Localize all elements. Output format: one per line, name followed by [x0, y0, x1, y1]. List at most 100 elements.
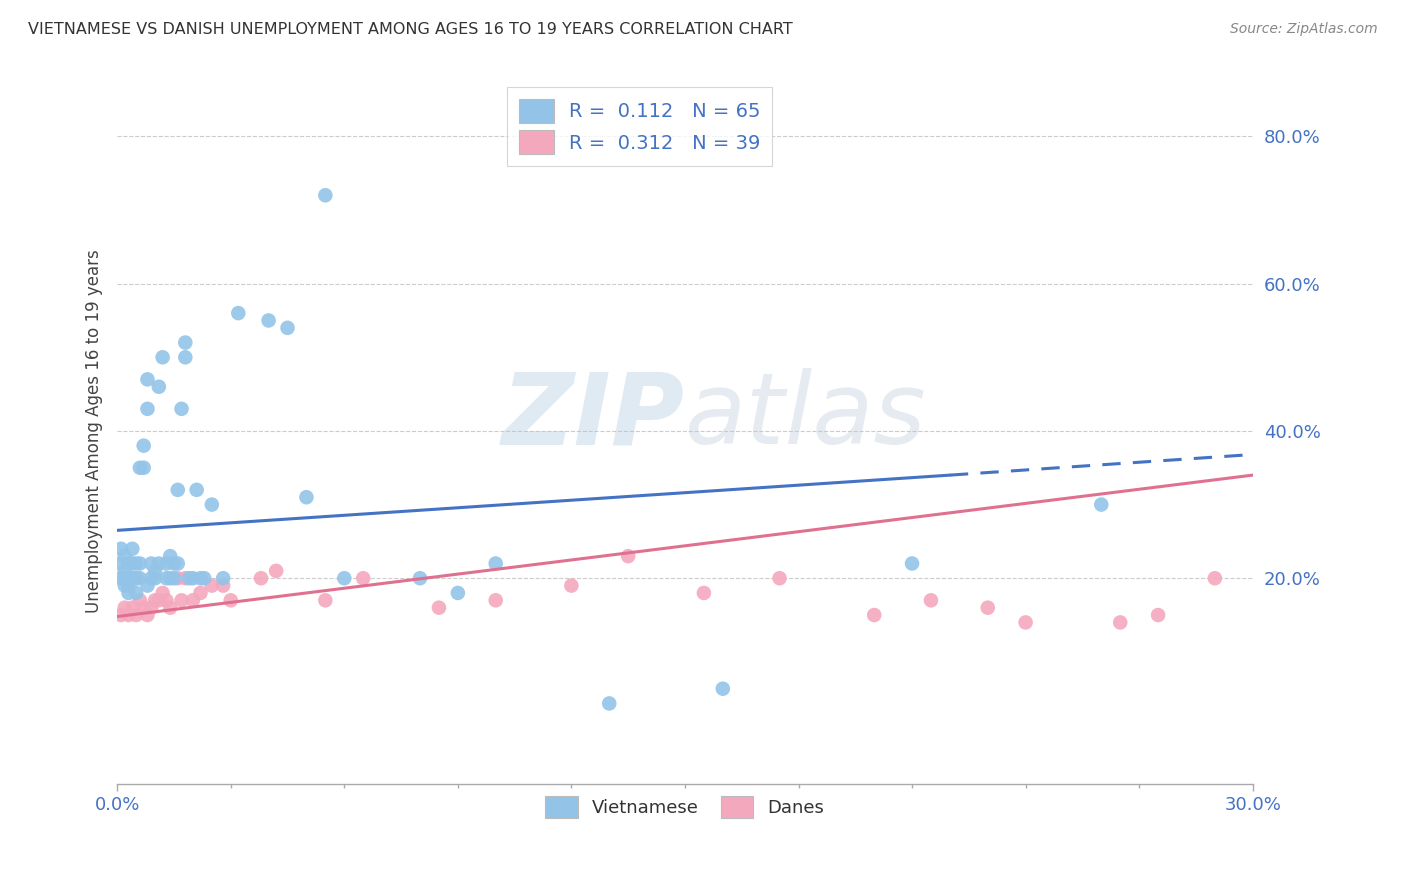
- Point: [485, 593, 508, 607]
- Point: [132, 600, 155, 615]
- Point: [110, 557, 132, 571]
- Point: [129, 593, 152, 607]
- Point: [110, 541, 132, 556]
- Point: [409, 571, 432, 585]
- Point: [1090, 498, 1112, 512]
- Point: [190, 571, 212, 585]
- Point: [219, 593, 242, 607]
- Point: [121, 571, 143, 585]
- Point: [125, 571, 148, 585]
- Text: atlas: atlas: [685, 368, 927, 466]
- Point: [977, 600, 1000, 615]
- Point: [155, 593, 177, 607]
- Point: [114, 564, 136, 578]
- Point: [121, 541, 143, 556]
- Point: [159, 549, 181, 563]
- Legend: Vietnamese, Danes: Vietnamese, Danes: [538, 789, 832, 825]
- Point: [129, 571, 152, 585]
- Point: [190, 586, 212, 600]
- Point: [163, 571, 186, 585]
- Point: [152, 351, 174, 365]
- Point: [693, 586, 716, 600]
- Point: [447, 586, 470, 600]
- Point: [314, 593, 336, 607]
- Point: [1109, 615, 1132, 630]
- Point: [132, 439, 155, 453]
- Point: [121, 571, 143, 585]
- Point: [1014, 615, 1036, 630]
- Point: [117, 586, 139, 600]
- Point: [117, 571, 139, 585]
- Point: [170, 401, 193, 416]
- Point: [148, 593, 170, 607]
- Point: [166, 557, 188, 571]
- Point: [117, 557, 139, 571]
- Point: [617, 549, 640, 563]
- Point: [155, 571, 177, 585]
- Point: [141, 571, 163, 585]
- Point: [170, 593, 193, 607]
- Point: [768, 571, 790, 585]
- Point: [314, 188, 336, 202]
- Point: [132, 460, 155, 475]
- Point: [560, 578, 582, 592]
- Point: [125, 608, 148, 623]
- Point: [226, 306, 249, 320]
- Point: [125, 557, 148, 571]
- Point: [485, 557, 508, 571]
- Text: ZIP: ZIP: [502, 368, 685, 466]
- Point: [148, 380, 170, 394]
- Point: [174, 571, 197, 585]
- Point: [193, 571, 215, 585]
- Point: [257, 313, 280, 327]
- Point: [110, 608, 132, 623]
- Point: [863, 608, 886, 623]
- Point: [201, 578, 224, 592]
- Point: [136, 578, 159, 592]
- Point: [152, 586, 174, 600]
- Point: [117, 608, 139, 623]
- Point: [250, 571, 273, 585]
- Point: [920, 593, 942, 607]
- Point: [159, 571, 181, 585]
- Point: [212, 578, 235, 592]
- Point: [114, 549, 136, 563]
- Point: [276, 321, 298, 335]
- Point: [141, 557, 163, 571]
- Point: [141, 600, 163, 615]
- Point: [155, 557, 177, 571]
- Point: [136, 372, 159, 386]
- Point: [201, 498, 224, 512]
- Point: [901, 557, 924, 571]
- Point: [598, 697, 620, 711]
- Point: [186, 483, 208, 497]
- Point: [148, 557, 170, 571]
- Point: [125, 571, 148, 585]
- Point: [125, 586, 148, 600]
- Point: [143, 571, 166, 585]
- Point: [1147, 608, 1170, 623]
- Point: [114, 571, 136, 585]
- Point: [121, 600, 143, 615]
- Point: [121, 557, 143, 571]
- Point: [136, 401, 159, 416]
- Point: [333, 571, 356, 585]
- Point: [166, 571, 188, 585]
- Y-axis label: Unemployment Among Ages 16 to 19 years: Unemployment Among Ages 16 to 19 years: [86, 249, 103, 613]
- Point: [181, 593, 204, 607]
- Point: [136, 608, 159, 623]
- Point: [352, 571, 374, 585]
- Point: [1204, 571, 1226, 585]
- Point: [129, 557, 152, 571]
- Point: [129, 460, 152, 475]
- Point: [264, 564, 287, 578]
- Point: [174, 351, 197, 365]
- Text: VIETNAMESE VS DANISH UNEMPLOYMENT AMONG AGES 16 TO 19 YEARS CORRELATION CHART: VIETNAMESE VS DANISH UNEMPLOYMENT AMONG …: [28, 22, 793, 37]
- Point: [110, 571, 132, 585]
- Point: [143, 593, 166, 607]
- Point: [212, 571, 235, 585]
- Text: Source: ZipAtlas.com: Source: ZipAtlas.com: [1230, 22, 1378, 37]
- Point: [114, 600, 136, 615]
- Point: [181, 571, 204, 585]
- Point: [114, 578, 136, 592]
